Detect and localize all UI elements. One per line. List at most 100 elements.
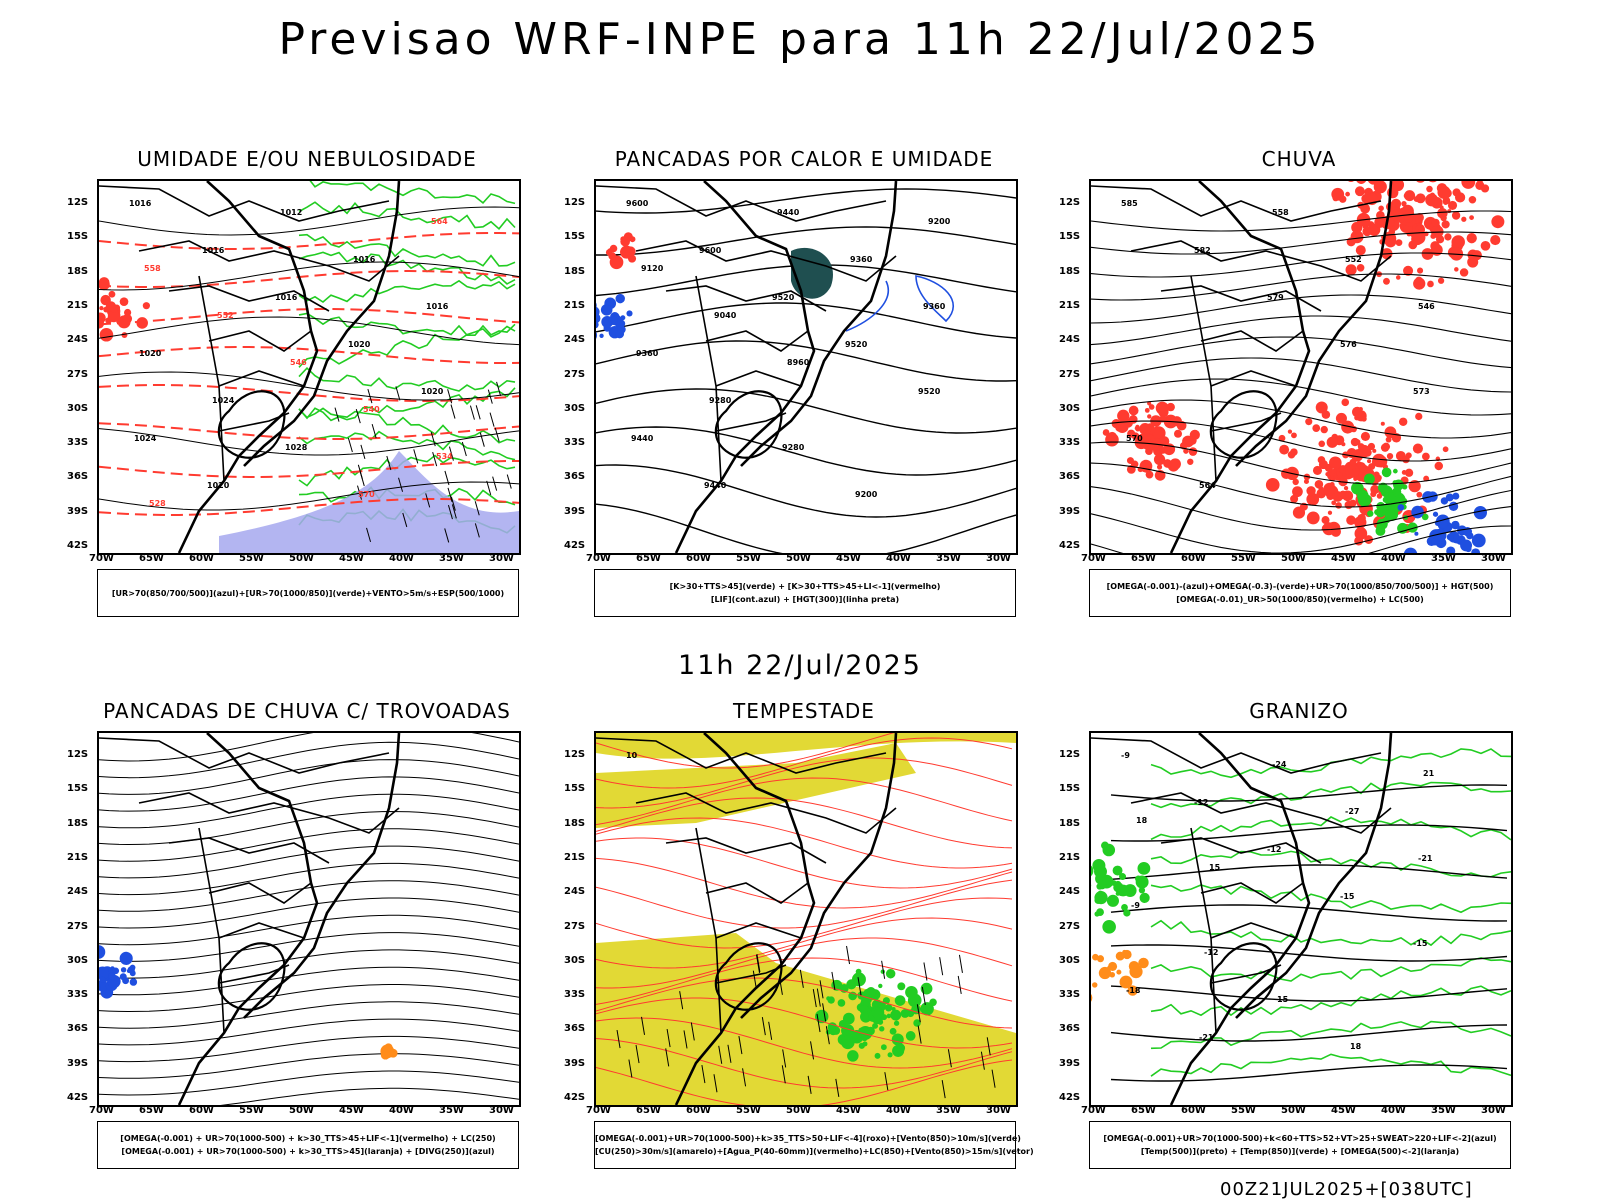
wind-vector [812, 989, 817, 1008]
wind-arrow [360, 444, 366, 459]
humidity-contour [298, 325, 516, 368]
lon-tick-label: 70W [586, 1105, 611, 1116]
lat-tick-label: 30S [67, 402, 89, 414]
lat-tick-label: 24S [67, 334, 89, 346]
divergence-area [122, 977, 130, 985]
wind-vector [761, 1017, 766, 1036]
lon-tick-label: 40W [1381, 1105, 1406, 1116]
rain-area [1349, 499, 1357, 507]
rain-area [1425, 193, 1439, 207]
lc850-streamline [596, 817, 1013, 869]
wind-vector [846, 945, 851, 965]
lat-tick-label: 24S [1059, 886, 1081, 898]
rain-area [1343, 485, 1349, 491]
omega-area [1438, 519, 1448, 529]
humidity-contour [298, 251, 516, 285]
streamline-250 [99, 759, 519, 795]
strong-wind-area [920, 982, 933, 995]
rain-area [1480, 184, 1490, 193]
forecast-map: 585 582 579 576 573 570 564 558 552 546 [1089, 179, 1513, 555]
omega-area [1460, 539, 1473, 552]
heavy-rain-area [1407, 522, 1418, 533]
rain-area [1306, 511, 1320, 525]
wind-arrow [347, 437, 353, 453]
rain-area [1102, 429, 1110, 436]
lat-tick-label: 15S [564, 231, 586, 243]
omega-area [1446, 533, 1454, 541]
contour-label: 1016 [426, 302, 449, 311]
lif-west-area [626, 310, 633, 317]
wind-vector [991, 1069, 996, 1088]
rain-area [1292, 478, 1299, 486]
lc850-streamline [596, 737, 1013, 789]
rain-area [1320, 425, 1328, 434]
rain-area [1159, 446, 1167, 454]
humidity-contour [298, 312, 516, 336]
west-border-line [177, 733, 319, 1105]
lif-west-area [596, 331, 598, 339]
contour-label: 1024 [134, 434, 157, 443]
omega-orange-area [1129, 965, 1143, 979]
state-border [218, 412, 290, 432]
temp850-west-cluster [1119, 873, 1127, 881]
streamline-250 [99, 793, 519, 829]
contour-label: 8960 [787, 358, 810, 367]
contour-label: 9280 [782, 443, 805, 452]
hgt300-contour [596, 426, 1016, 476]
rain-area [1385, 436, 1392, 443]
wind-arrow [334, 407, 340, 422]
wind-arrow [357, 464, 363, 479]
uruguay-outline [714, 942, 783, 1011]
omega-orange-area [1096, 955, 1105, 963]
lon-tick-label: 60W [189, 553, 214, 564]
contour-label: 558 [1272, 208, 1289, 217]
legend-line: [OMEGA(-0.001)+UR>70(1000-500)+k<60+TTS>… [1103, 1134, 1497, 1143]
rain-area [1147, 414, 1152, 419]
lc850-streamline [596, 757, 1013, 809]
lat-tick-label: 27S [1059, 368, 1081, 380]
rain-area [1459, 268, 1469, 277]
lif-west-area [599, 333, 604, 338]
wind-vector [781, 1065, 786, 1084]
rain-area [1361, 416, 1367, 422]
contour-label: 9600 [626, 199, 649, 208]
rain-area [1391, 209, 1404, 222]
state-border [1130, 240, 1392, 282]
rain-area [1354, 527, 1368, 540]
lon-tick-label: 40W [886, 1105, 911, 1116]
uruguay-outline [1209, 942, 1278, 1011]
strong-wind-area [866, 1026, 875, 1036]
wind-vector [628, 1059, 633, 1078]
lat-tick-label: 21S [67, 851, 89, 863]
hgt300-contour [596, 226, 1016, 256]
divergence-area [99, 945, 106, 959]
rain-area [1173, 429, 1183, 438]
heavy-rain-area [1381, 467, 1392, 478]
streamline-250 [99, 932, 519, 962]
contour-label: -15 [1413, 939, 1428, 948]
lat-tick-label: 27S [67, 368, 89, 380]
rain-area [1447, 209, 1452, 214]
omega-orange-area [1091, 993, 1093, 1002]
hgt300-contour [596, 388, 1016, 434]
omega-orange-area [1138, 957, 1149, 969]
contour-label: 1020 [207, 481, 230, 490]
wind-vector [917, 1025, 922, 1044]
rain-area [1135, 424, 1140, 429]
page-title: Previsao WRF-INPE para 11h 22/Jul/2025 [278, 14, 1322, 65]
streamline-250 [99, 897, 519, 929]
contour-label: 1024 [212, 396, 235, 405]
wind-arrow [371, 424, 377, 439]
andes-red-spot [99, 317, 103, 325]
rain-area [1466, 233, 1477, 244]
lon-tick-label: 50W [786, 1105, 811, 1116]
streamline-250 [99, 1035, 519, 1063]
contour-label: 1028 [285, 443, 308, 452]
lon-tick-label: 40W [389, 1105, 414, 1116]
panel-title: UMIDADE E/OU NEBULOSIDADE [137, 147, 477, 171]
rain-area [1115, 420, 1129, 434]
lat-tick-label: 30S [67, 954, 89, 966]
lon-tick-label: 65W [1131, 553, 1156, 564]
forecast-map: 9600 9600 9520 9520 9520 9440 9440 9440 9360 9360… [594, 179, 1018, 555]
lif-west-area [615, 293, 625, 304]
